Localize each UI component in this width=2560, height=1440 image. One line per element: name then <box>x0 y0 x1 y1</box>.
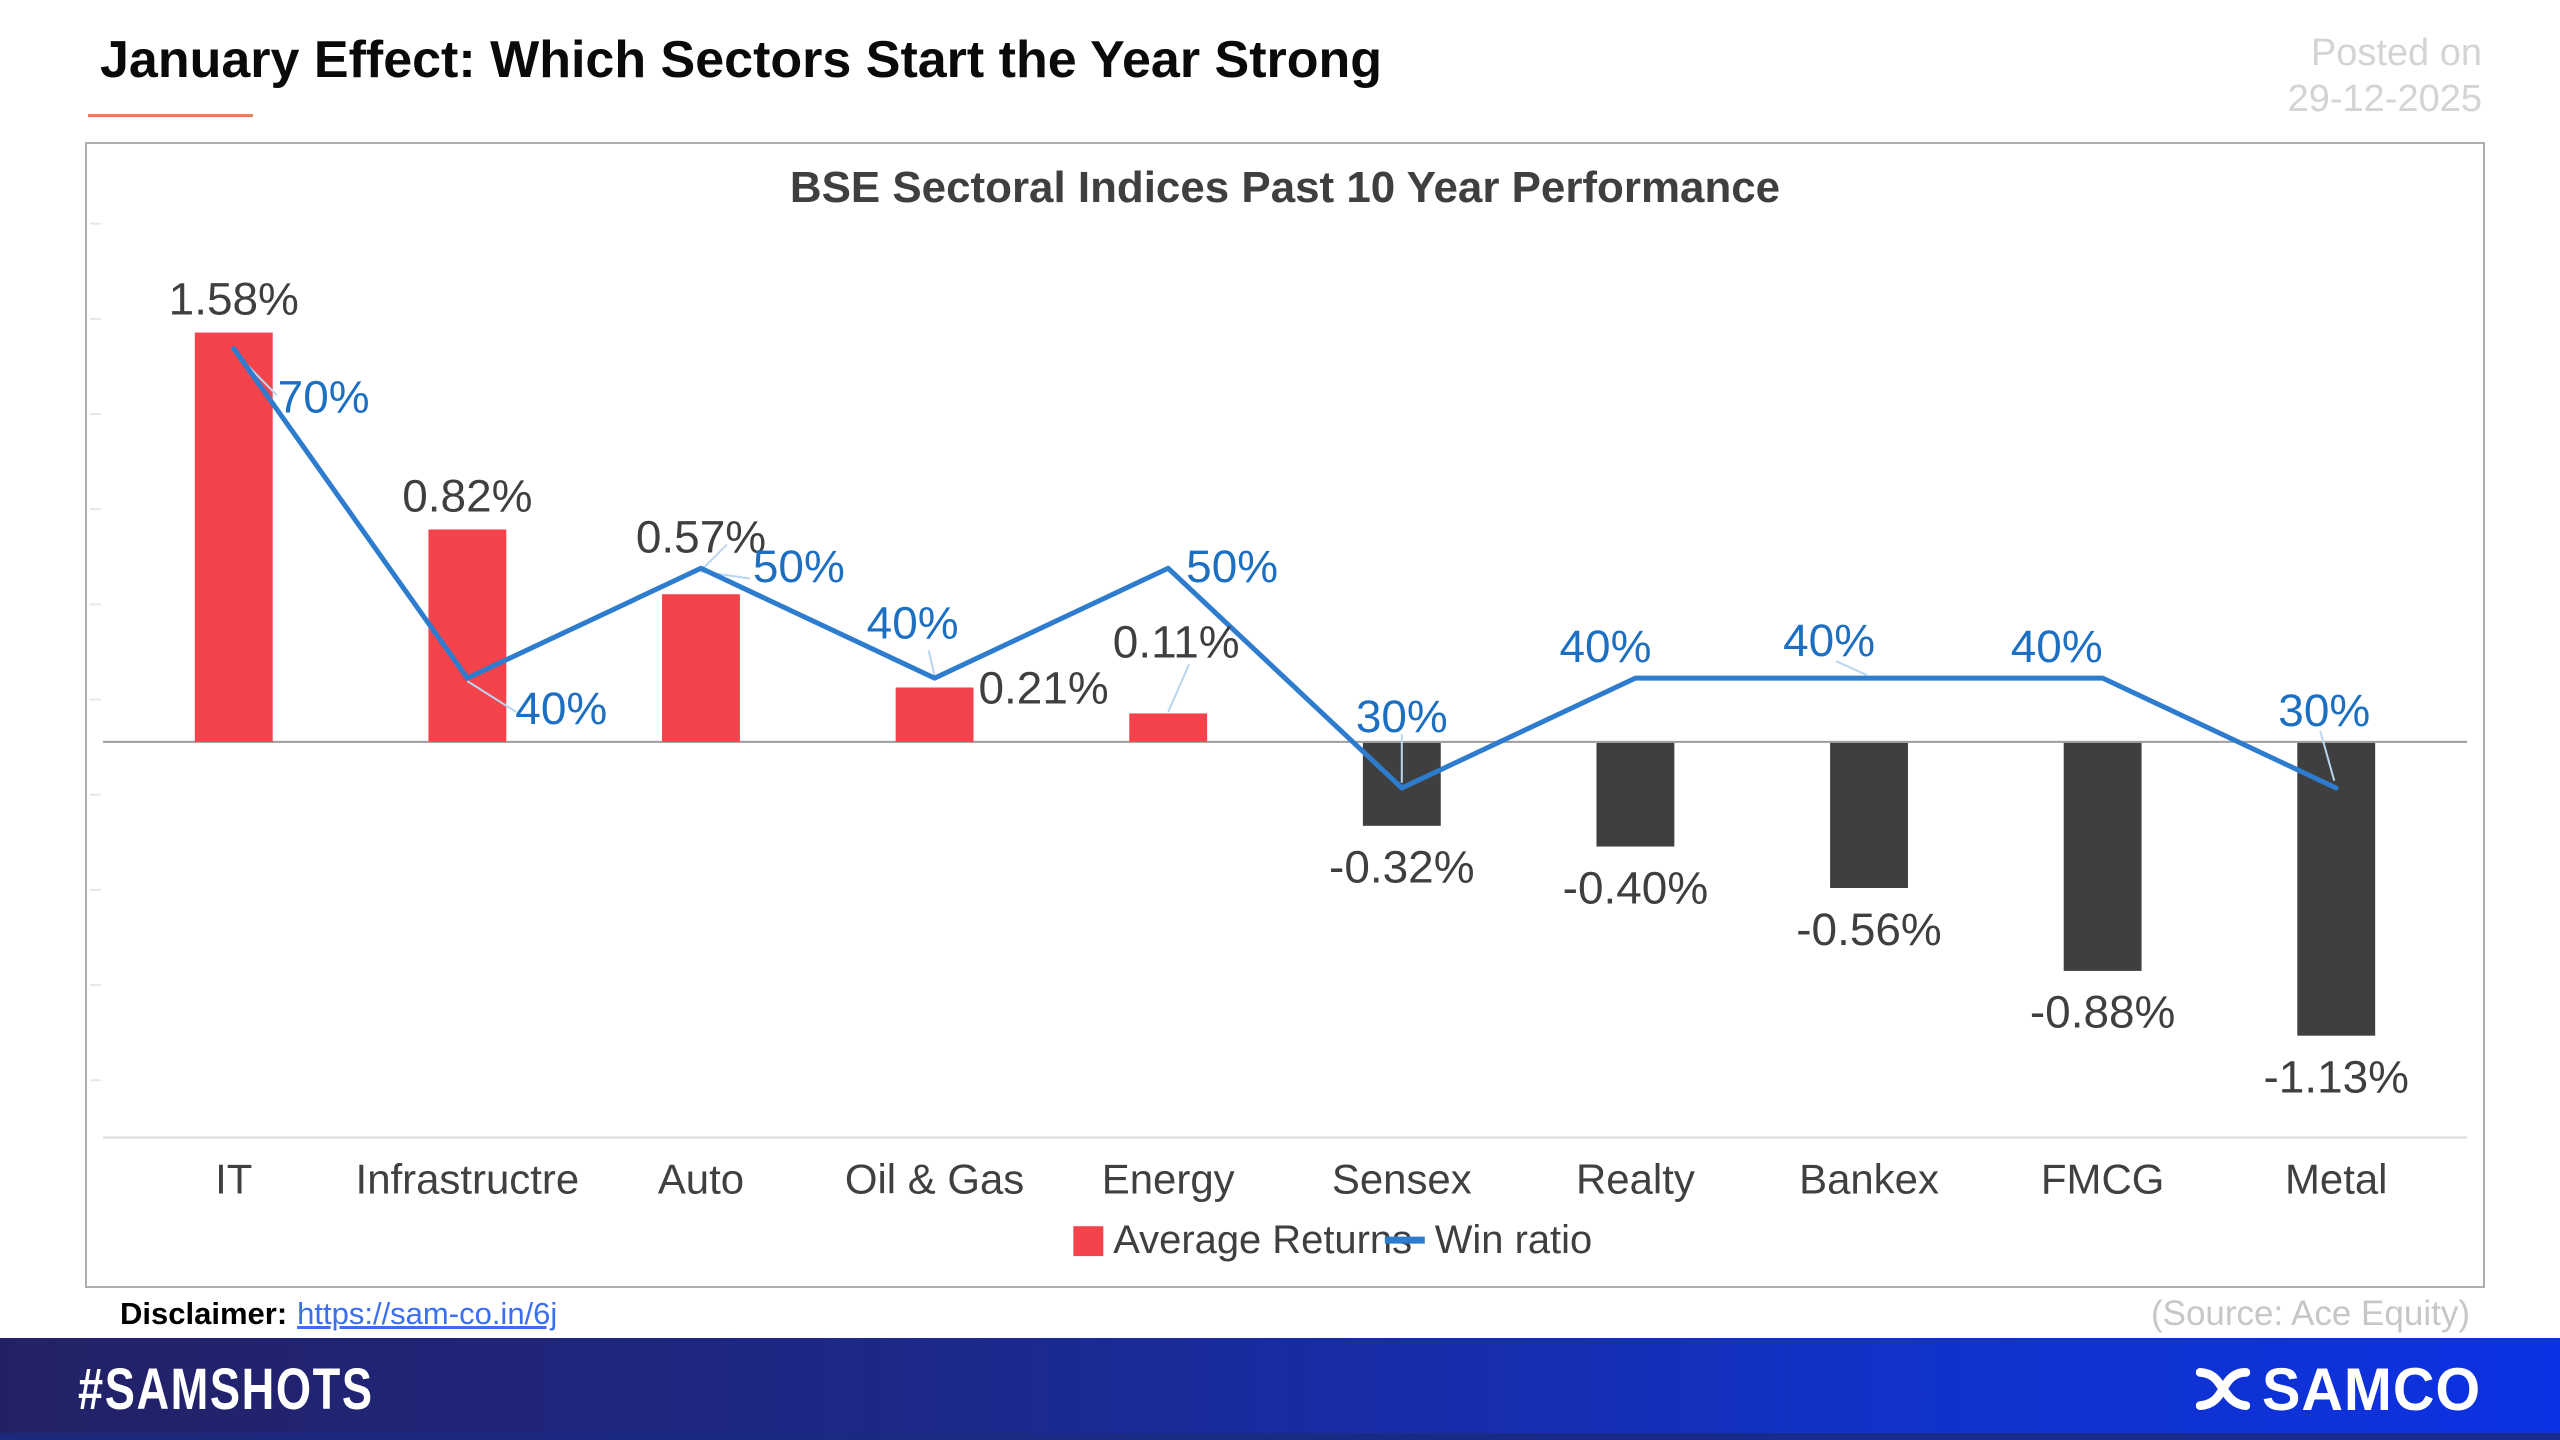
label-leader-line <box>2319 730 2336 782</box>
bar-IT <box>194 332 273 742</box>
x-axis-label-Infrastructre: Infrastructre <box>356 1155 580 1202</box>
bar-value-label-Realty: -0.40% <box>1563 861 1708 913</box>
bar-value-label-Bankex: -0.56% <box>1796 903 1941 955</box>
bar-value-label-IT: 1.58% <box>169 273 299 325</box>
bar-FMCG <box>2063 742 2142 971</box>
label-leader-line <box>927 649 936 676</box>
bar-Bankex <box>1830 742 1908 888</box>
chart-panel: 1.58% 0.82% 0.57% 0.21% 0.11% -0.32% -0.40% -0.… <box>85 142 2485 1288</box>
disclaimer: Disclaimer: https://sam-co.in/6j <box>120 1296 557 1332</box>
label-leader-line <box>1835 660 1868 677</box>
bar-Auto <box>662 594 740 742</box>
x-axis-label-Oil & Gas: Oil & Gas <box>845 1155 1024 1202</box>
page-title: January Effect: Which Sectors Start the … <box>100 31 1383 89</box>
win-ratio-label-Metal: 30% <box>2278 684 2370 736</box>
x-axis-label-Metal: Metal <box>2285 1155 2387 1202</box>
samco-logo: SAMCO <box>2195 1355 2490 1424</box>
win-ratio-label-Oil & Gas: 40% <box>867 596 959 648</box>
label-leader-line <box>1167 663 1191 713</box>
bar-Infrastructre <box>428 529 507 742</box>
x-axis-label-Realty: Realty <box>1576 1155 1695 1202</box>
bar-value-label-FMCG: -0.88% <box>2030 986 2175 1038</box>
bar-value-label-Metal: -1.13% <box>2263 1051 2408 1103</box>
posted-on-date: 29-12-2025 <box>2287 78 2482 121</box>
posted-on: Posted on 29-12-2025 <box>2288 30 2482 123</box>
label-leader-line <box>466 680 517 713</box>
x-axis-label-Energy: Energy <box>1102 1155 1235 1202</box>
samshots-hashtag: #SAMSHOTS <box>78 1356 374 1422</box>
bar-value-label-Infrastructre: 0.82% <box>402 470 532 522</box>
win-ratio-label-Infrastructre: 40% <box>515 682 607 734</box>
disclaimer-link[interactable]: https://sam-co.in/6j <box>297 1296 558 1331</box>
samco-swirl-icon <box>2195 1367 2250 1411</box>
win-ratio-line <box>231 346 2339 791</box>
chart-title: BSE Sectoral Indices Past 10 Year Perfor… <box>790 163 1780 212</box>
win-ratio-label-Bankex: 40% <box>1783 614 1875 666</box>
win-ratio-label-IT: 70% <box>278 370 370 422</box>
bar-value-label-Energy: 0.11% <box>1113 616 1240 668</box>
x-axis-label-Auto: Auto <box>658 1155 744 1202</box>
win-ratio-label-FMCG: 40% <box>2011 620 2103 672</box>
bar-Metal <box>2297 742 2376 1036</box>
disclaimer-label: Disclaimer: <box>120 1296 288 1331</box>
x-axis-label-FMCG: FMCG <box>2041 1155 2164 1202</box>
x-axis-label-Bankex: Bankex <box>1799 1155 1939 1202</box>
footer-bar: #SAMSHOTS SAMCO <box>0 1338 2560 1440</box>
bar-Energy <box>1129 713 1208 742</box>
posted-on-line1: Posted on <box>2310 32 2482 74</box>
source-note: (Source: Ace Equity) <box>2150 1294 2470 1333</box>
win-ratio-label-Auto: 50% <box>753 540 845 592</box>
win-ratio-label-Energy: 50% <box>1186 540 1278 592</box>
bar-value-label-Sensex: -0.32% <box>1329 841 1474 893</box>
bar-value-label-Oil & Gas: 0.21% <box>979 661 1109 713</box>
bar-value-label-Auto: 0.57% <box>636 510 766 562</box>
win-ratio-label-Sensex: 30% <box>1356 690 1448 742</box>
title-underline <box>88 114 253 117</box>
x-axis-label-Sensex: Sensex <box>1332 1155 1472 1202</box>
label-leader-line <box>702 543 728 570</box>
x-axis-label-IT: IT <box>215 1155 252 1202</box>
legend-label-average-returns: Average Returns <box>1113 1218 1412 1262</box>
chart-svg: 1.58% 0.82% 0.57% 0.21%0.11% -0.32% -0.40% -0.… <box>89 163 2468 1262</box>
win-ratio-label-Realty: 40% <box>1560 620 1652 672</box>
bar-Oil & Gas <box>895 687 974 742</box>
legend-swatch-average-returns <box>1073 1226 1104 1257</box>
samco-wordmark: SAMCO <box>2261 1355 2481 1423</box>
bar-Realty <box>1596 742 1675 847</box>
legend-label-win-ratio: Win ratio <box>1435 1218 1592 1262</box>
